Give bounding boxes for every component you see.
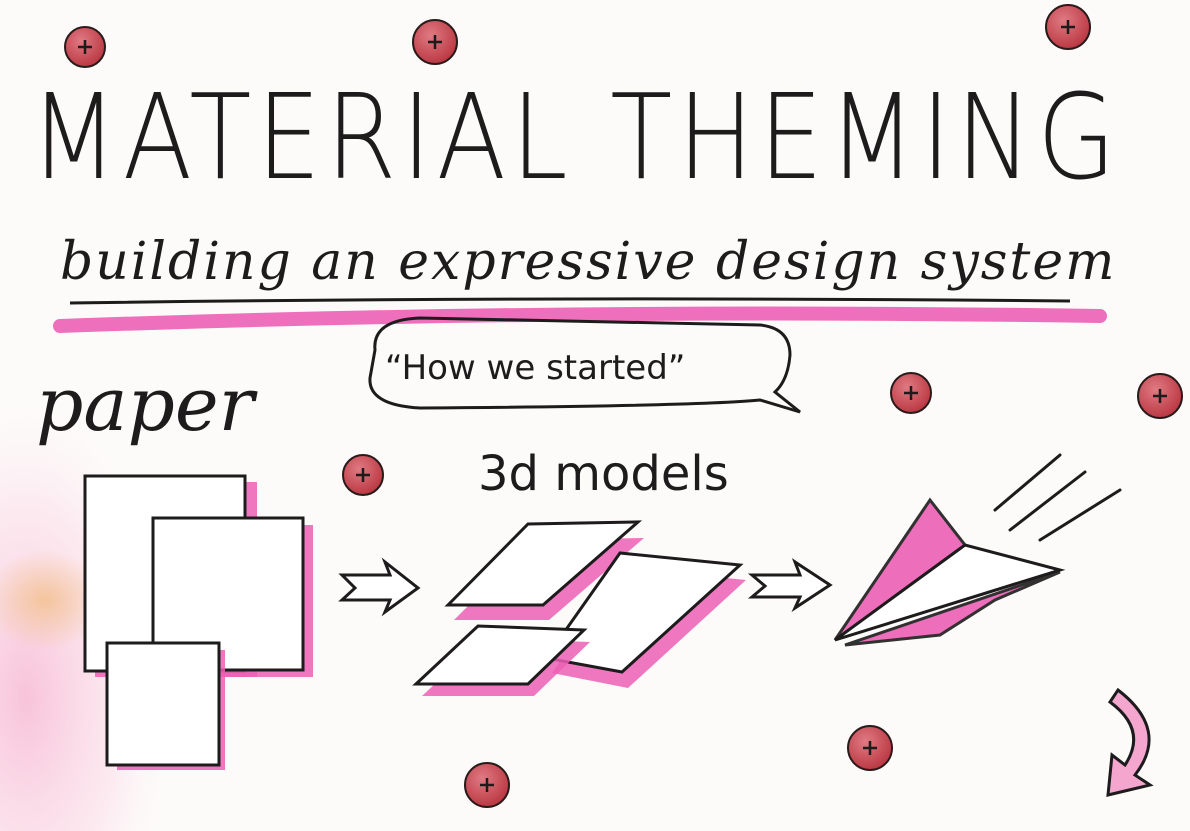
plus-circle-icon[interactable] <box>412 19 458 65</box>
speech-bubble-text: “How we started” <box>385 348 686 388</box>
plus-circle-icon[interactable] <box>342 454 384 496</box>
subtitle-underline <box>69 297 1071 305</box>
paper-plane-icon <box>833 453 1122 647</box>
pink-divider <box>53 306 1107 333</box>
page-title: MATERIAL THEMING <box>30 68 1121 206</box>
3d-planes-drawing <box>412 520 746 696</box>
arrow-right-icon <box>747 558 833 613</box>
speech-bubble <box>368 316 801 414</box>
3d-models-label: 3d models <box>478 446 729 502</box>
page-subtitle: building an expressive design system <box>60 232 1117 292</box>
curved-arrow-down-icon[interactable] <box>1106 687 1154 797</box>
plus-circle-icon[interactable] <box>847 725 893 771</box>
plus-circle-icon[interactable] <box>1045 4 1091 50</box>
watercolor-orange-splash <box>0 550 105 650</box>
paper-sheets-drawing <box>83 474 313 770</box>
paper-label: paper <box>36 362 255 448</box>
plus-circle-icon[interactable] <box>1137 373 1183 419</box>
plus-circle-icon[interactable] <box>464 762 510 808</box>
plus-circle-icon[interactable] <box>64 26 106 68</box>
plus-circle-icon[interactable] <box>890 372 932 414</box>
arrow-right-icon <box>338 557 421 617</box>
